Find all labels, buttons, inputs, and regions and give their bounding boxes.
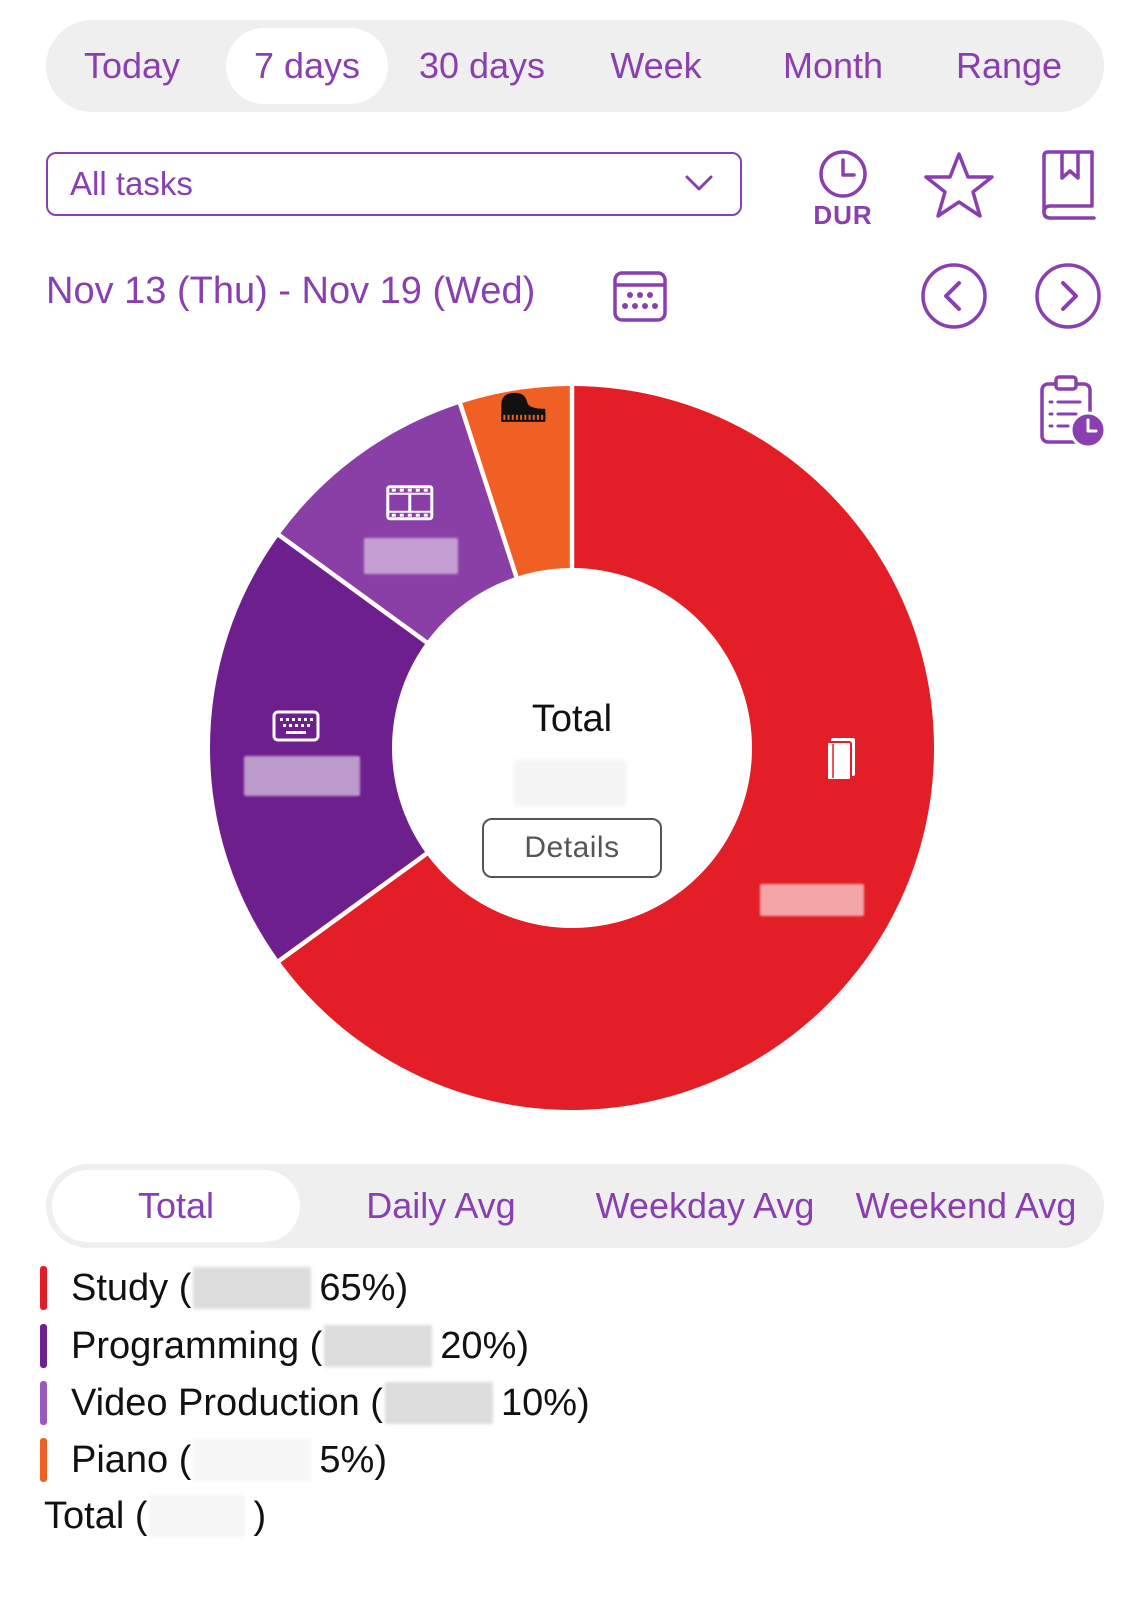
legend-redacted-total [149,1495,246,1537]
legend-item-programming: Programming ( 20%) [40,1320,529,1372]
donut-slice-study[interactable] [280,386,935,1111]
range-segmented-control: Today 7 days 30 days Week Month Range [46,20,1104,112]
stat-tab-total[interactable]: Total [52,1170,300,1242]
time-log-button[interactable] [1036,374,1108,450]
calendar-button[interactable] [612,268,668,324]
legend-percent-programming: 20%) [440,1324,530,1367]
film-icon [386,485,434,521]
range-tab-7-days[interactable]: 7 days [226,28,388,104]
legend-redacted-piano [193,1439,312,1481]
details-button[interactable]: Details [482,818,662,878]
legend-total-close: ) [253,1494,267,1537]
next-range-button[interactable] [1034,262,1102,330]
chevron-down-icon [685,175,713,191]
previous-range-button[interactable] [920,262,988,330]
legend-total: Total ( ) [44,1490,266,1542]
chart-area [210,386,935,1111]
stat-tab-weekend-avg[interactable]: Weekend Avg [855,1185,1077,1226]
task-filter-dropdown[interactable]: All tasks [46,152,742,216]
favorite-button[interactable] [922,150,996,220]
legend-swatch-study [40,1266,47,1310]
range-tab-week[interactable]: Week [610,45,702,86]
duration-label: DUR [813,200,873,230]
total-value-redacted [514,760,626,806]
chevron-right-circle-icon [1035,263,1101,329]
date-range-label: Nov 13 (Thu) - Nov 19 (Wed) [46,270,536,312]
clock-icon [819,150,867,198]
book-bookmark-icon [1042,150,1096,220]
legend-percent-piano: 5%) [319,1438,387,1481]
legend-label-study: Study ( [71,1266,192,1309]
range-tab-range[interactable]: Range [955,45,1063,86]
book-icon [826,738,855,781]
legend-item-piano: Piano ( 5%) [40,1434,387,1486]
legend-total-label: Total ( [44,1494,148,1537]
task-filter-value: All tasks [70,165,193,202]
stat-tab-weekday-avg[interactable]: Weekday Avg [595,1185,815,1226]
keyboard-icon [272,710,320,742]
clipboard-clock-icon [1040,375,1107,449]
legend-swatch-programming [40,1324,47,1368]
legend-label-video-production: Video Production ( [71,1381,383,1424]
duration-toggle-button[interactable] [808,148,878,238]
stat-tab-daily-avg[interactable]: Daily Avg [366,1185,516,1226]
donut-chart [210,386,935,1111]
bookmark-button[interactable] [1036,148,1100,222]
chart-center-title: Total [531,698,613,740]
range-tab-month[interactable]: Month [782,45,884,86]
range-tab-30-days[interactable]: 30 days [418,45,546,86]
stat-segmented-control: Total Daily Avg Weekday Avg Weekend Avg [46,1164,1104,1248]
legend-percent-study: 65%) [319,1266,409,1309]
legend-label-piano: Piano ( [71,1438,192,1481]
donut-slice-piano[interactable] [462,386,570,577]
legend-item-study: Study ( 65%) [40,1262,408,1314]
donut-slice-video-production[interactable] [280,404,515,641]
calendar-icon [613,271,667,322]
legend-redacted-video-production [384,1382,493,1424]
legend-swatch-video-production [40,1381,47,1425]
legend-swatch-piano [40,1438,47,1482]
legend-label-programming: Programming ( [71,1324,323,1367]
legend-redacted-programming [324,1325,433,1367]
legend-item-video-production: Video Production ( 10%) [40,1377,590,1429]
legend-redacted-study [193,1267,312,1309]
range-tab-today[interactable]: Today [83,45,181,86]
chevron-left-circle-icon [921,263,987,329]
star-icon [924,152,994,218]
piano-icon [501,392,546,422]
study-value-redacted [760,884,864,916]
legend-percent-video-production: 10%) [500,1381,590,1424]
programming-value-redacted [244,756,360,796]
donut-slice-programming[interactable] [210,537,426,959]
video-production-value-redacted [364,538,458,574]
